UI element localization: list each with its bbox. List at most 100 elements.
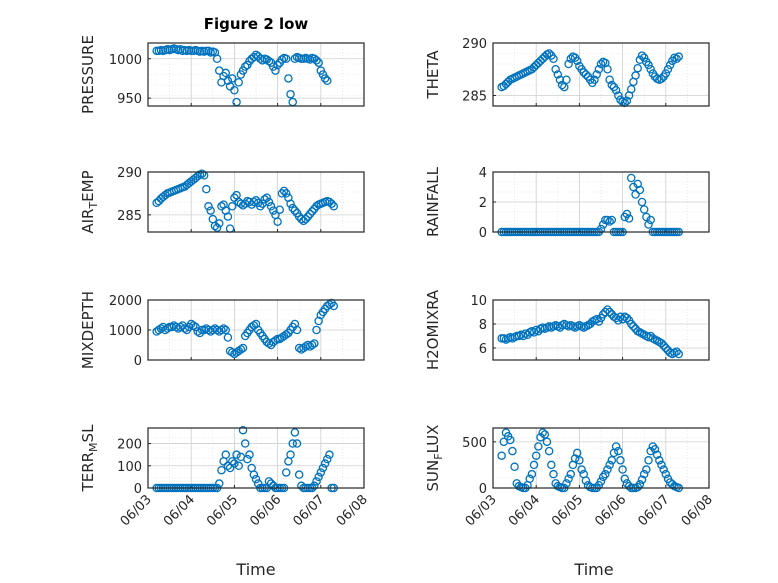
data-point <box>549 54 558 64</box>
data-point <box>562 479 571 488</box>
data-point <box>531 60 541 70</box>
data-point <box>544 446 554 456</box>
data-point <box>644 456 653 465</box>
data-point <box>245 450 254 459</box>
y-tick-label: 290 <box>117 166 142 181</box>
data-point <box>603 65 612 74</box>
data-point <box>314 58 323 67</box>
data-point <box>320 74 330 83</box>
figure-title: Figure 2 low <box>204 15 309 33</box>
data-point <box>624 214 634 223</box>
data-point <box>572 56 582 66</box>
data-point <box>189 321 198 330</box>
axes-box <box>492 171 710 233</box>
data-point <box>204 202 213 211</box>
data-point <box>672 347 681 356</box>
data-point <box>279 186 289 196</box>
data-point <box>329 301 339 311</box>
data-point <box>646 65 655 74</box>
data-point <box>661 469 671 479</box>
y-tick-label: 1000 <box>109 324 142 339</box>
data-point <box>527 65 537 74</box>
y-tick-label: 950 <box>117 92 142 107</box>
data-point <box>264 477 274 486</box>
data-point <box>251 474 261 484</box>
y-tick-label: 1000 <box>109 53 142 68</box>
data-point <box>202 184 211 194</box>
data-point <box>238 425 248 435</box>
data-point <box>611 86 621 95</box>
x-tick-label: 06/07 <box>291 492 328 529</box>
data-point <box>286 450 295 459</box>
data-point <box>650 444 660 454</box>
axes-box <box>147 299 365 361</box>
subplot-3: 285 290 AIRTEMP <box>79 166 365 234</box>
data-point <box>310 481 319 491</box>
data-point <box>230 459 239 468</box>
data-point <box>256 54 265 64</box>
data-point <box>260 195 269 204</box>
y-tick-label: 500 <box>462 436 487 451</box>
data-point <box>639 469 649 479</box>
data-point <box>227 74 237 83</box>
data-point <box>518 331 528 341</box>
data-point <box>206 206 215 215</box>
data-point <box>596 477 606 486</box>
data-point <box>663 65 673 74</box>
data-point <box>320 459 330 468</box>
data-point <box>551 65 560 74</box>
data-point <box>223 212 233 221</box>
data-point <box>605 217 614 226</box>
data-point <box>234 78 243 87</box>
data-point <box>631 190 640 199</box>
data-point <box>637 51 647 60</box>
y-axis-label: SUNFLUX <box>424 425 445 492</box>
data-point <box>672 54 681 64</box>
data-point <box>294 470 304 479</box>
data-point <box>601 469 610 479</box>
data-point <box>605 75 614 85</box>
data-point <box>273 217 282 226</box>
data-point <box>547 460 556 470</box>
data-point <box>639 53 649 62</box>
data-point <box>217 202 226 211</box>
data-point <box>622 96 632 106</box>
data-point <box>275 205 285 214</box>
x-tick-label: 06/05 <box>549 492 586 529</box>
data-point <box>637 197 647 207</box>
data-point <box>277 55 287 64</box>
y-axis-label: MIXDEPTH <box>79 291 97 369</box>
axes-box <box>147 171 365 233</box>
data-point <box>310 204 319 214</box>
data-point <box>605 307 614 317</box>
data-point <box>230 86 239 95</box>
data-point <box>299 216 308 226</box>
data-point <box>544 49 554 58</box>
x-axis-label-right: Time <box>573 560 613 579</box>
x-tick-label: 06/04 <box>506 492 543 529</box>
data-point <box>212 54 222 64</box>
data-point <box>529 328 539 337</box>
y-tick-label: 200 <box>117 438 142 453</box>
data-point <box>290 206 300 215</box>
data-point <box>538 54 547 64</box>
data-point <box>240 439 250 448</box>
data-point <box>305 55 315 64</box>
data-point <box>238 201 248 210</box>
data-point <box>661 69 671 78</box>
data-point <box>534 58 543 68</box>
data-point <box>594 65 604 74</box>
data-point <box>657 338 666 348</box>
data-point <box>618 465 627 474</box>
data-point <box>230 193 239 202</box>
data-point <box>674 349 684 359</box>
data-point <box>197 169 207 178</box>
data-point <box>277 189 287 198</box>
data-point <box>626 173 636 183</box>
data-point <box>596 59 606 69</box>
y-tick-label: 10 <box>470 294 487 309</box>
data-point <box>527 469 537 479</box>
y-tick-label: 290 <box>462 37 487 52</box>
axes-box <box>492 299 710 361</box>
data-point <box>622 313 632 323</box>
